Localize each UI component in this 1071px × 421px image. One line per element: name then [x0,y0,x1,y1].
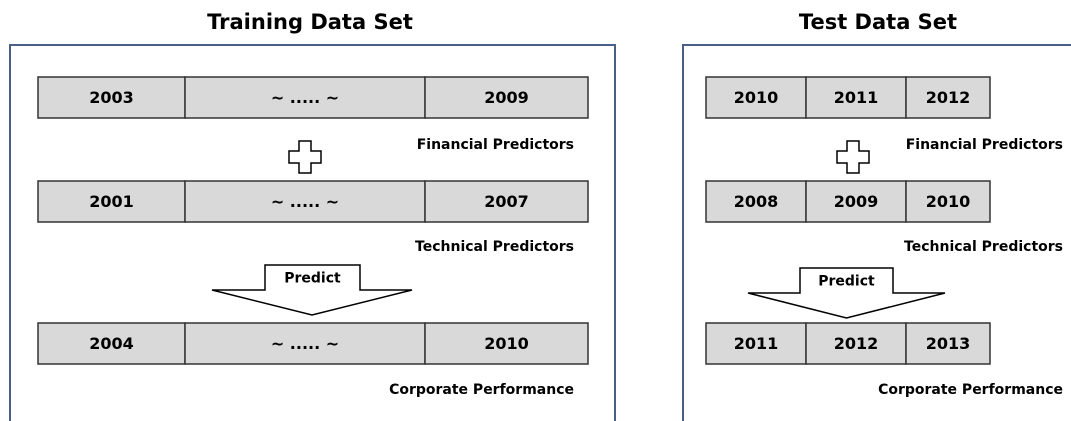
year-cell [705,322,807,365]
cell-text: ~ ..... ~ [271,192,339,211]
cell-text: 2007 [484,192,529,211]
year-cell [184,76,426,119]
row-label: Financial Predictors [906,137,1063,153]
year-cell [805,180,907,223]
row-label: Corporate Performance [389,382,574,398]
cell-text: 2013 [926,334,971,353]
row-label: Corporate Performance [878,382,1063,398]
plus-icon [836,140,870,174]
year-cell [705,180,807,223]
year-cell [424,180,589,223]
year-cell [905,180,991,223]
cell-text: 2003 [89,88,134,107]
cell-text: ~ ..... ~ [271,334,339,353]
plus-icon [288,140,322,174]
cell-text: 2009 [834,192,879,211]
year-cell [424,322,589,365]
arrow-label: Predict [284,271,341,287]
cell-text: 2010 [734,88,779,107]
row-label: Technical Predictors [415,239,574,255]
year-cell [424,76,589,119]
predict-arrow [211,264,413,316]
cell-text: ~ ..... ~ [271,88,339,107]
cell-text: 2008 [734,192,779,211]
cell-text: 2012 [834,334,879,353]
panel-border [9,44,616,421]
cell-text: 2010 [926,192,971,211]
cell-text: 2011 [734,334,779,353]
row-label: Financial Predictors [417,137,574,153]
cell-text: 2001 [89,192,134,211]
predict-arrow [747,267,946,319]
panel-title: Test Data Set [799,10,957,34]
arrow-label: Predict [818,274,875,290]
year-cell [805,322,907,365]
panel-border [682,44,1071,421]
cell-text: 2004 [89,334,134,353]
row-label: Technical Predictors [904,239,1063,255]
year-cell [705,76,807,119]
cell-text: 2012 [926,88,971,107]
cell-text: 2011 [834,88,879,107]
year-cell [905,322,991,365]
cell-text: 2009 [484,88,529,107]
panel-title: Training Data Set [207,10,413,34]
year-cell [905,76,991,119]
cell-text: 2010 [484,334,529,353]
